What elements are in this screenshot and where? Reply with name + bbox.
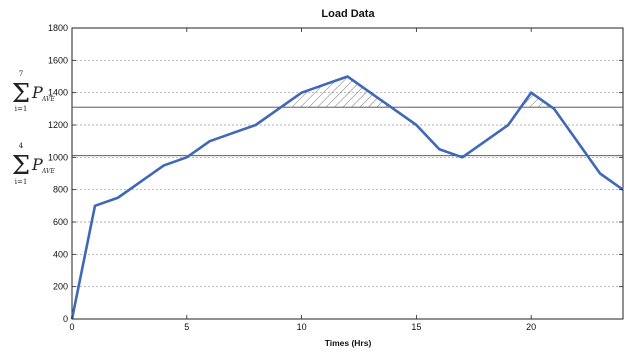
y-tick-label-600: 600 [53,217,68,227]
y-tick-label-1400: 1400 [48,88,68,98]
sum-label-lower: 4 Σ i=1 P AVE [12,142,56,186]
plot-area [71,27,624,320]
sum-upper-top: 7 [19,70,23,78]
x-tick-label-20: 20 [526,322,536,332]
y-tick-label-0: 0 [63,314,68,324]
x-tick-label-5: 5 [184,322,189,332]
y-tick-labels: 0 200 400 600 800 1000 1200 1400 1600 1800 [48,23,623,324]
x-tick-labels: 0 5 10 15 20 [69,28,536,332]
x-axis-label: Times (Hrs) [325,338,372,348]
x-tick-label-15: 15 [411,322,421,332]
hatched-region-0 [280,76,392,108]
y-tick-label-1200: 1200 [48,120,68,130]
y-tick-label-800: 800 [53,185,68,195]
sum-label-upper: 7 Σ i=1 P AVE [12,70,56,113]
y-tick-label-1600: 1600 [48,55,68,65]
sum-lower-sigma: Σ [12,151,30,181]
x-tick-label-10: 10 [297,322,307,332]
sum-upper-sub: AVE [41,96,55,103]
sum-lower-sub: AVE [41,168,55,175]
sum-lower-top: 4 [19,142,24,150]
sum-upper-p: P [31,83,43,102]
y-tick-label-1800: 1800 [48,23,68,33]
y-tick-label-1000: 1000 [48,152,68,162]
series-group [70,75,624,320]
y-tick-label-200: 200 [53,282,68,292]
sum-upper-bottom: i=1 [15,105,28,113]
chart-title: Load Data [321,8,375,20]
sum-lower-bottom: i=1 [15,178,28,186]
sum-lower-p: P [31,155,43,174]
x-tick-label-0: 0 [69,322,74,332]
sum-upper-sigma: Σ [12,79,30,109]
y-tick-label-400: 400 [53,249,68,259]
